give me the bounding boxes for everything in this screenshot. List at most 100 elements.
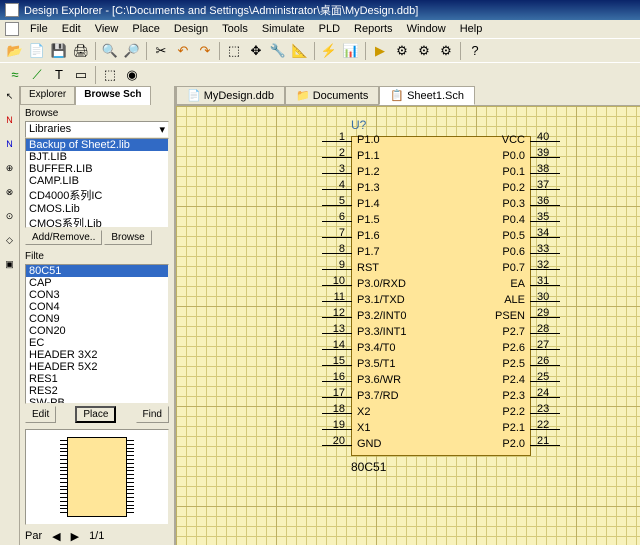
library-item[interactable]: Backup of Sheet2.lib <box>26 139 168 151</box>
open-icon[interactable]: 📂 <box>5 41 25 61</box>
prev-icon[interactable]: ◀ <box>52 530 60 543</box>
component-item[interactable]: 80C51 <box>26 265 168 277</box>
tool-icon[interactable]: ⚙ <box>414 41 434 61</box>
library-item[interactable]: CMOS系列.Lib <box>26 215 168 228</box>
tool-icon[interactable]: ◇ <box>2 235 18 251</box>
component-item[interactable]: RES2 <box>26 385 168 397</box>
filter-label: Filte <box>25 251 169 262</box>
rect-icon[interactable]: ▭ <box>71 65 91 85</box>
menu-place[interactable]: Place <box>126 22 166 36</box>
component-designator: U? <box>351 118 366 132</box>
library-item[interactable]: CAMP.LIB <box>26 175 168 187</box>
cursor-icon[interactable]: ↖ <box>2 91 18 107</box>
schematic-component[interactable]: U? 1P1.02P1.13P1.24P1.35P1.46P1.57P1.68P… <box>351 136 531 456</box>
redo-icon[interactable]: ↷ <box>195 41 215 61</box>
pin-name: P3.3/INT1 <box>357 326 407 338</box>
menu-window[interactable]: Window <box>401 22 452 36</box>
tool-icon[interactable]: ⬚ <box>100 65 120 85</box>
pin-name: P1.2 <box>357 166 380 178</box>
place-button[interactable]: Place <box>75 406 116 423</box>
pin-name: P1.1 <box>357 150 380 162</box>
tool-icon[interactable]: 🔧 <box>268 41 288 61</box>
zoom-out-icon[interactable]: 🔎 <box>122 41 142 61</box>
select-icon[interactable]: ⬚ <box>224 41 244 61</box>
play-icon[interactable]: ▶ <box>370 41 390 61</box>
pin-name: P0.2 <box>502 182 525 194</box>
menu-reports[interactable]: Reports <box>348 22 399 36</box>
component-item[interactable]: CON20 <box>26 325 168 337</box>
text-icon[interactable]: T <box>49 65 69 85</box>
menubar: File Edit View Place Design Tools Simula… <box>0 20 640 38</box>
browse-button[interactable]: Browse <box>104 230 151 245</box>
menu-design[interactable]: Design <box>168 22 214 36</box>
pin-name: P0.0 <box>502 150 525 162</box>
tool-icon[interactable]: ⊙ <box>2 211 18 227</box>
tool-icon[interactable]: ⚙ <box>436 41 456 61</box>
menu-pld[interactable]: PLD <box>313 22 346 36</box>
zoom-in-icon[interactable]: 🔍 <box>100 41 120 61</box>
left-icon-bar: ↖ N N ⊕ ⊗ ⊙ ◇ ▣ <box>0 86 20 545</box>
menu-edit[interactable]: Edit <box>56 22 87 36</box>
undo-icon[interactable]: ↶ <box>173 41 193 61</box>
pin-name: P3.0/RXD <box>357 278 406 290</box>
wire-icon[interactable]: ≈ <box>5 65 25 85</box>
component-item[interactable]: HEADER 3X2 <box>26 349 168 361</box>
edit-button[interactable]: Edit <box>25 406 56 423</box>
component-item[interactable]: HEADER 5X2 <box>26 361 168 373</box>
tool-icon[interactable]: ⚡ <box>319 41 339 61</box>
canvas-tab-ddb[interactable]: 📄MyDesign.ddb <box>176 86 285 105</box>
component-name: 80C51 <box>351 460 386 474</box>
browse-dropdown[interactable]: Libraries ▾ <box>25 121 169 138</box>
move-icon[interactable]: ✥ <box>246 41 266 61</box>
pin-name: EA <box>510 278 525 290</box>
menu-help[interactable]: Help <box>454 22 489 36</box>
help-icon[interactable]: ? <box>465 41 485 61</box>
save-icon[interactable]: 💾 <box>49 41 69 61</box>
library-item[interactable]: CD4000系列IC <box>26 187 168 203</box>
component-item[interactable]: CON9 <box>26 313 168 325</box>
component-item[interactable]: EC <box>26 337 168 349</box>
tool-icon[interactable]: ⊗ <box>2 187 18 203</box>
tool-icon[interactable]: ▣ <box>2 259 18 275</box>
component-item[interactable]: SW-PB <box>26 397 168 404</box>
tool-icon[interactable]: ◉ <box>122 65 142 85</box>
menu-view[interactable]: View <box>89 22 125 36</box>
add-remove-button[interactable]: Add/Remove.. <box>25 230 102 245</box>
polyline-icon[interactable]: ⟋ <box>27 65 47 85</box>
find-button[interactable]: Find <box>136 406 169 423</box>
pin-name: P3.1/TXD <box>357 294 405 306</box>
library-item[interactable]: CMOS.Lib <box>26 203 168 215</box>
tool-icon[interactable]: ⚙ <box>392 41 412 61</box>
next-icon[interactable]: ▶ <box>71 530 79 543</box>
component-item[interactable]: CON3 <box>26 289 168 301</box>
tool-icon[interactable]: ⊕ <box>2 163 18 179</box>
tool-icon[interactable]: 📊 <box>341 41 361 61</box>
window-title: Design Explorer - [C:\Documents and Sett… <box>24 2 418 18</box>
component-item[interactable]: RES1 <box>26 373 168 385</box>
components-listbox[interactable]: 80C51CAPCON3CON4CON9CON20ECHEADER 3X2HEA… <box>25 264 169 404</box>
schematic-grid[interactable]: U? 1P1.02P1.13P1.24P1.35P1.46P1.57P1.68P… <box>176 106 640 545</box>
pin-name: P3.6/WR <box>357 374 401 386</box>
tab-explorer[interactable]: Explorer <box>20 86 75 105</box>
pin-name: P1.6 <box>357 230 380 242</box>
library-item[interactable]: BJT.LIB <box>26 151 168 163</box>
menu-file[interactable]: File <box>24 22 54 36</box>
pin-name: X1 <box>357 422 370 434</box>
net-icon[interactable]: N <box>2 115 18 131</box>
component-item[interactable]: CAP <box>26 277 168 289</box>
pin-name: P2.2 <box>502 406 525 418</box>
print-icon[interactable]: 🖨 <box>71 41 91 61</box>
net-icon[interactable]: N <box>2 139 18 155</box>
menu-tools[interactable]: Tools <box>216 22 254 36</box>
tab-browse-sch[interactable]: Browse Sch <box>75 86 150 105</box>
cut-icon[interactable]: ✂ <box>151 41 171 61</box>
pin-name: P3.5/T1 <box>357 358 396 370</box>
libraries-listbox[interactable]: Backup of Sheet2.libBJT.LIBBUFFER.LIBCAM… <box>25 138 169 228</box>
library-item[interactable]: BUFFER.LIB <box>26 163 168 175</box>
tool-icon[interactable]: 📐 <box>290 41 310 61</box>
menu-simulate[interactable]: Simulate <box>256 22 311 36</box>
component-item[interactable]: CON4 <box>26 301 168 313</box>
canvas-tab-documents[interactable]: 📁Documents <box>285 86 379 105</box>
new-icon[interactable]: 📄 <box>27 41 47 61</box>
canvas-tab-sheet[interactable]: 📋Sheet1.Sch <box>379 86 475 105</box>
